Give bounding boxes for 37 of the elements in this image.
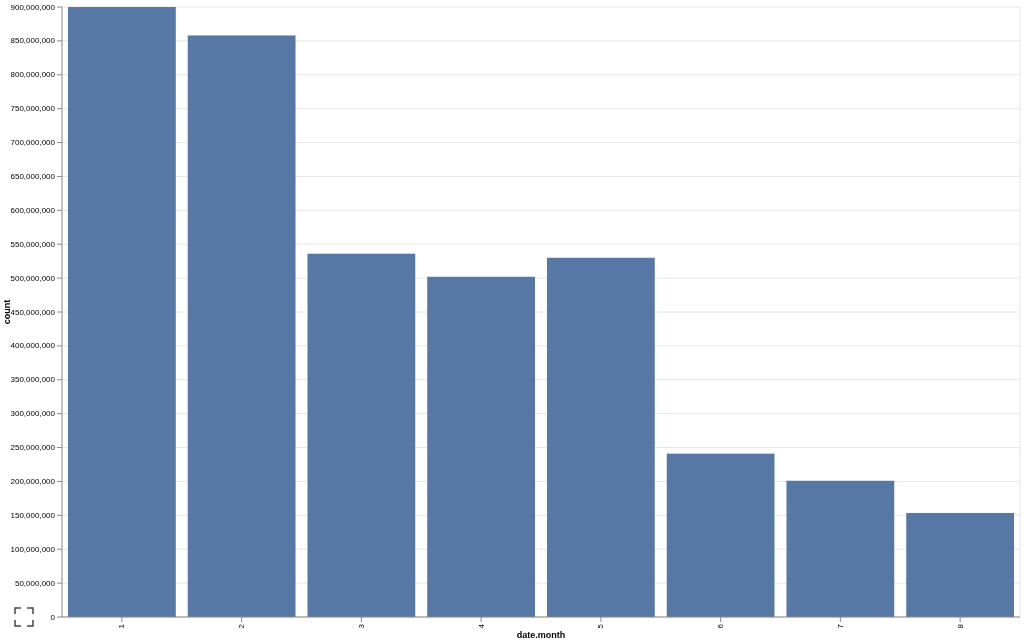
y-tick-label: 600,000,000 xyxy=(10,205,56,215)
y-tick-label: 250,000,000 xyxy=(10,443,56,453)
x-tick-label: 1 xyxy=(117,623,127,629)
bar xyxy=(307,253,416,617)
x-tick-label: 6 xyxy=(716,623,726,629)
y-tick-label: 700,000,000 xyxy=(10,138,56,148)
x-tick-label: 4 xyxy=(476,623,486,629)
bar xyxy=(67,7,176,617)
y-tick-label: 500,000,000 xyxy=(10,273,56,283)
y-tick-label: 100,000,000 xyxy=(10,544,56,554)
y-tick-label: 550,000,000 xyxy=(10,239,56,249)
y-axis-title: count xyxy=(2,299,12,325)
bar xyxy=(187,35,296,617)
y-tick-label: 450,000,000 xyxy=(10,307,56,317)
y-tick-label: 800,000,000 xyxy=(10,70,56,80)
bar xyxy=(666,453,775,617)
y-tick-label: 0 xyxy=(50,612,56,622)
y-tick-label: 400,000,000 xyxy=(10,341,56,351)
bar xyxy=(906,512,1015,617)
y-tick-label: 850,000,000 xyxy=(10,36,56,46)
y-tick-label: 350,000,000 xyxy=(10,375,56,385)
x-tick-label: 7 xyxy=(835,623,845,629)
bar xyxy=(786,480,895,617)
y-tick-label: 200,000,000 xyxy=(10,477,56,486)
y-tick-label: 750,000,000 xyxy=(10,104,56,114)
y-tick-label: 150,000,000 xyxy=(10,510,56,520)
y-tick-label: 300,000,000 xyxy=(10,409,56,419)
x-tick-label: 3 xyxy=(356,623,366,629)
y-tick-label: 900,000,000 xyxy=(10,2,56,12)
x-tick-label: 8 xyxy=(955,623,965,629)
y-tick-label: 650,000,000 xyxy=(10,172,56,181)
x-tick-label: 2 xyxy=(237,623,247,629)
x-axis-title: date.month xyxy=(516,630,566,640)
x-tick-label: 5 xyxy=(596,623,606,629)
bar xyxy=(427,276,536,617)
y-tick-label: 50,000,000 xyxy=(14,578,56,588)
bar xyxy=(546,257,655,617)
